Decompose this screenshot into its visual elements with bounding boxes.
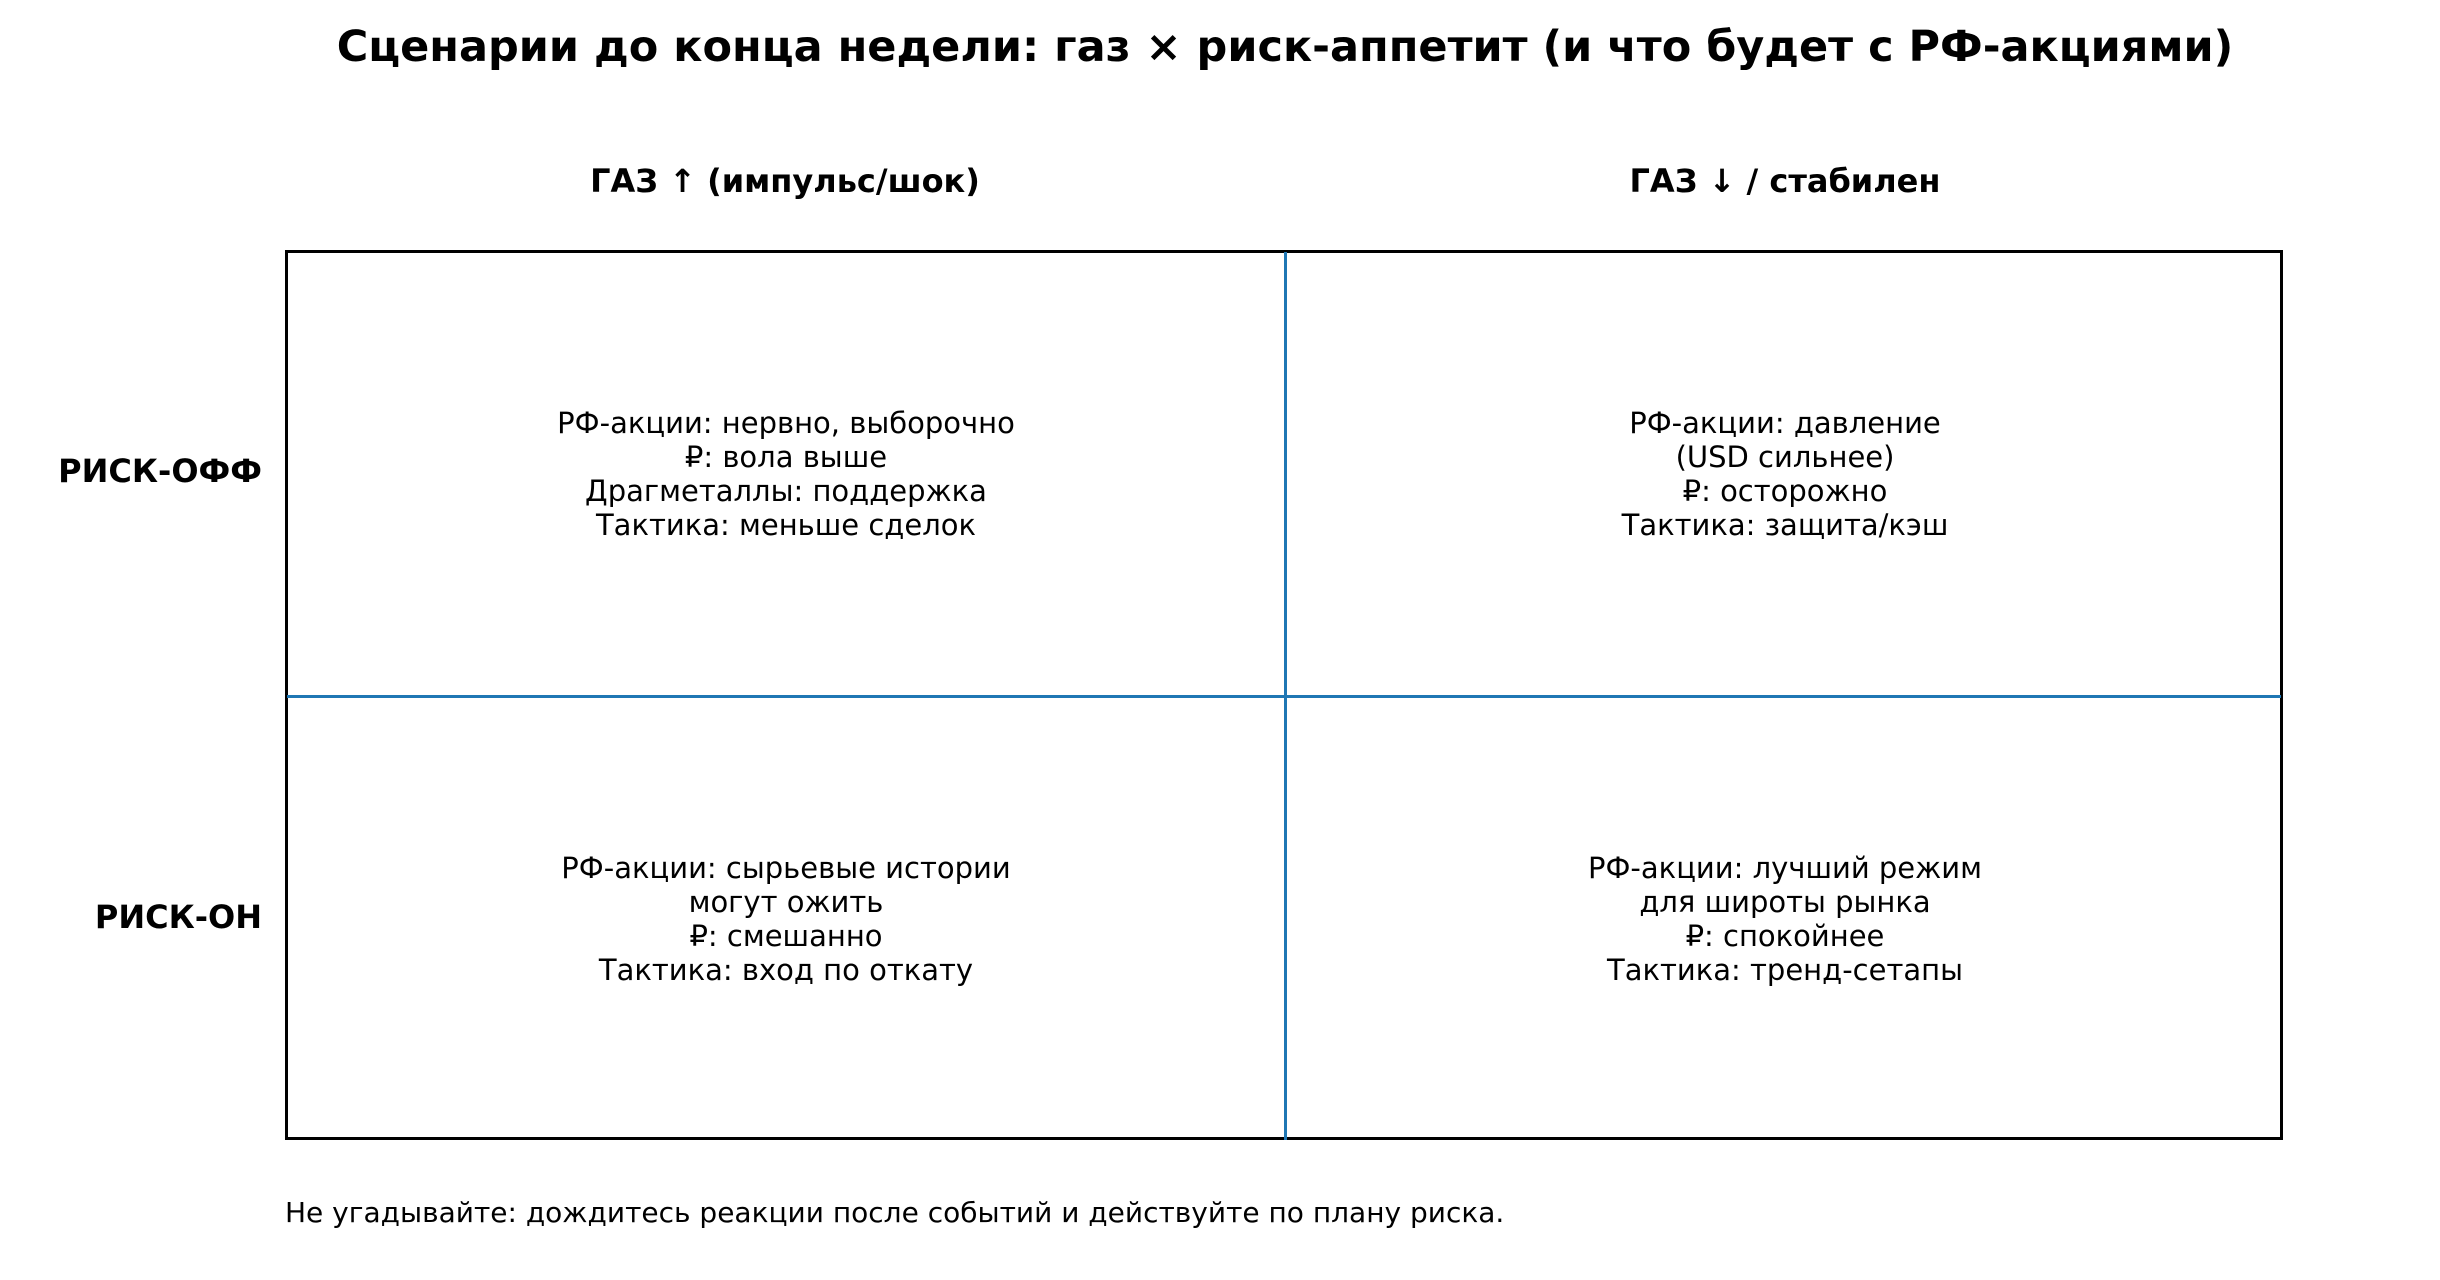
cell-gas-up-risk-off: РФ-акции: нервно, выборочно ₽: вола выше… (287, 252, 1285, 696)
footnote: Не угадывайте: дождитесь реакции после с… (285, 1196, 1505, 1229)
cell-gas-down-risk-on: РФ-акции: лучший режим для широты рынка … (1286, 697, 2284, 1141)
column-header-gas-down: ГАЗ ↓ / стабилен (1629, 162, 1941, 200)
cell-line: ₽: вола выше (684, 440, 888, 474)
cell-line: Тактика: меньше сделок (595, 508, 976, 542)
cell-line: ₽: спокойнее (1685, 919, 1885, 953)
cell-gas-down-risk-off: РФ-акции: давление (USD сильнее) ₽: осто… (1286, 252, 2284, 696)
horizontal-divider (287, 695, 2281, 698)
cell-line: Тактика: тренд-сетапы (1607, 953, 1963, 987)
page-title: Сценарии до конца недели: газ × риск-апп… (336, 22, 2234, 72)
row-header-risk-off: РИСК-ОФФ (58, 452, 262, 490)
cell-line: для широты рынка (1639, 885, 1931, 919)
cell-line: Драгметаллы: поддержка (585, 474, 987, 508)
cell-line: РФ-акции: лучший режим (1587, 851, 1982, 885)
cell-gas-up-risk-on: РФ-акции: сырьевые истории могут ожить ₽… (287, 697, 1285, 1141)
cell-line: ₽: смешанно (689, 919, 883, 953)
cell-line: РФ-акции: нервно, выборочно (557, 406, 1015, 440)
row-header-risk-on: РИСК-ОН (94, 898, 262, 936)
cell-line: (USD сильнее) (1675, 440, 1895, 474)
cell-line: РФ-акции: давление (1629, 406, 1941, 440)
cell-line: Тактика: вход по откату (598, 953, 974, 987)
cell-line: РФ-акции: сырьевые истории (561, 851, 1011, 885)
cell-line: могут ожить (688, 885, 884, 919)
cell-line: Тактика: защита/кэш (1621, 508, 1949, 542)
column-header-gas-up: ГАЗ ↑ (импульс/шок) (590, 162, 980, 200)
cell-line: ₽: осторожно (1682, 474, 1888, 508)
